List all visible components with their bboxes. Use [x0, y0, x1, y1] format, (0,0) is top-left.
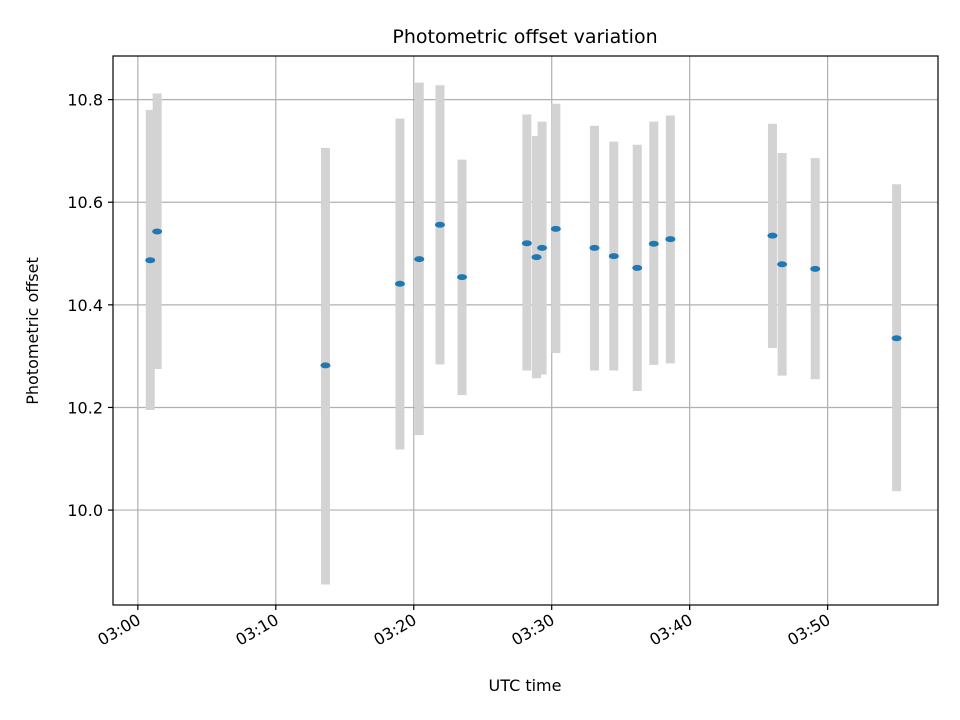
y-tick-label: 10.6 [67, 193, 103, 212]
data-point [434, 221, 445, 228]
data-point [531, 254, 542, 261]
data-point [648, 240, 659, 247]
data-point [320, 362, 331, 369]
y-tick-label: 10.2 [67, 398, 103, 417]
data-points [145, 221, 902, 369]
data-point [521, 240, 532, 247]
data-point [665, 236, 676, 243]
y-tick-label: 10.0 [67, 501, 103, 520]
data-point [608, 253, 619, 260]
data-point [152, 228, 163, 235]
y-axis-ticks: 10.0 10.2 10.4 10.6 10.8 [67, 91, 113, 520]
data-point [457, 274, 468, 281]
data-point [767, 232, 778, 239]
y-tick-label: 10.8 [67, 91, 103, 110]
data-point [394, 280, 405, 287]
data-point [414, 256, 425, 263]
y-axis-label: Photometric offset [23, 257, 42, 405]
data-point [145, 257, 156, 264]
data-point [891, 335, 902, 342]
data-point [589, 244, 600, 251]
y-tick-label: 10.4 [67, 296, 103, 315]
data-point [550, 225, 561, 232]
data-point [537, 244, 548, 251]
data-point [777, 261, 788, 268]
x-axis-label: UTC time [489, 676, 562, 695]
chart-title: Photometric offset variation [392, 26, 657, 48]
plot-frame [112, 55, 939, 606]
data-point [632, 264, 643, 271]
data-point [810, 265, 821, 272]
